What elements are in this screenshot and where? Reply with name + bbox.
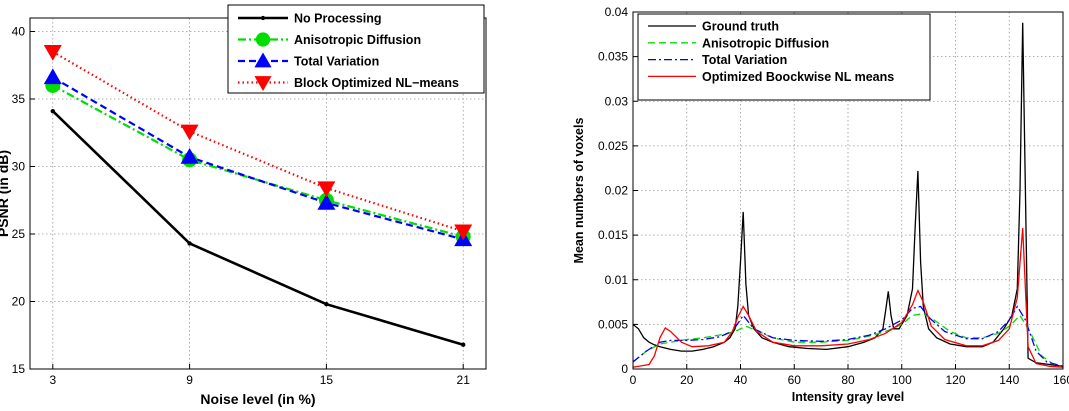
x-tick-label: 40	[734, 373, 748, 387]
x-tick-label: 21	[457, 373, 471, 387]
legend-item-4: Block Optimized NL−means	[238, 76, 459, 92]
legend-item-2: Anisotropic Diffusion	[238, 32, 421, 47]
legend-item-3: Total Variation	[648, 53, 787, 67]
x-axis-label: Intensity gray level	[792, 390, 905, 404]
legend-label: No Processing	[294, 12, 382, 26]
y-tick-label: 30	[12, 160, 26, 174]
legend-box	[227, 4, 485, 94]
y-axis-label: Mean numbers of voxels	[572, 118, 586, 264]
legend: No Processing Anisotropic Diffusion Total …	[227, 4, 485, 94]
y-tick-label: 35	[12, 92, 26, 106]
x-tick-label: 20	[680, 373, 694, 387]
y-tick-label: 0.01	[605, 273, 629, 287]
y-tick-label: 15	[12, 362, 26, 376]
data-point	[187, 241, 192, 246]
legend-item-3: Total Variation	[238, 52, 379, 69]
legend-label: Ground truth	[702, 20, 779, 34]
series-line-2	[52, 84, 464, 238]
legend-marker	[254, 76, 272, 92]
chart-1: 3 9 15 21 15 20 25 30 35 40 Noise level (in %) PSNR…	[0, 4, 487, 407]
y-axis-label: PSNR (in dB)	[0, 150, 11, 237]
data-point	[50, 108, 55, 114]
x-tick-label: 60	[788, 373, 802, 387]
legend-marker	[255, 32, 271, 47]
legend-label: Optimized Boockwise NL means	[702, 70, 894, 84]
y-tick-label: 0.04	[605, 5, 629, 19]
data-point	[324, 302, 329, 307]
data-point	[461, 342, 466, 347]
series-line-4	[632, 227, 1064, 368]
legend-label: Total Variation	[702, 53, 787, 67]
y-tick-label: 25	[12, 227, 26, 241]
data-point	[43, 45, 62, 61]
data-point	[454, 224, 473, 241]
legend: Ground truth Anisotropic Diffusion Total V…	[637, 13, 931, 101]
x-axis-label: Noise level (in %)	[200, 391, 315, 407]
series-line-1	[51, 110, 464, 346]
legend-item-4: Optimized Boockwise NL means	[648, 70, 894, 84]
data-point	[317, 193, 336, 210]
x-tick-label: 9	[186, 373, 193, 387]
chart-2: 0 20 40 60 80 100 120 140 160 0 0.005 0.01 0.015 0.02…	[572, 5, 1069, 404]
y-tick-label: 0	[621, 362, 628, 376]
y-tick-label: 20	[12, 295, 26, 309]
legend-label: Anisotropic Diffusion	[702, 36, 829, 50]
x-tick-label: 15	[320, 373, 334, 387]
legend-box	[637, 13, 931, 101]
y-tick-label: 0.03	[605, 94, 629, 108]
legend-label: Total Variation	[294, 55, 379, 69]
legend-label: Block Optimized NL−means	[294, 76, 459, 90]
y-tick-label: 0.005	[598, 317, 628, 331]
data-point	[180, 124, 199, 141]
x-tick-label: 120	[945, 373, 965, 387]
y-tick-label: 0.035	[598, 50, 628, 64]
y-tick-label: 0.025	[598, 139, 628, 153]
legend-item-1: No Processing	[238, 12, 382, 26]
data-point	[317, 181, 336, 198]
y-tick-label: 0.02	[605, 184, 629, 198]
x-tick-label: 160	[1053, 373, 1069, 387]
series-line-4	[52, 50, 464, 233]
x-tick-label: 80	[841, 373, 855, 387]
y-tick-label: 40	[12, 25, 26, 39]
x-tick-label: 140	[999, 373, 1019, 387]
data-point	[180, 148, 199, 164]
legend-item-2: Anisotropic Diffusion	[648, 36, 829, 50]
y-tick-label: 0.015	[598, 228, 628, 242]
series-line-3	[52, 76, 464, 241]
x-tick-label: 100	[892, 373, 912, 387]
series-line-2	[632, 313, 1064, 368]
data-point	[43, 68, 62, 85]
legend-label: Anisotropic Diffusion	[294, 33, 421, 47]
legend-marker	[254, 52, 272, 68]
x-tick-label: 0	[630, 373, 637, 387]
x-tick-label: 3	[49, 373, 56, 387]
legend-item-1: Ground truth	[648, 20, 779, 34]
legend-marker	[260, 15, 266, 21]
